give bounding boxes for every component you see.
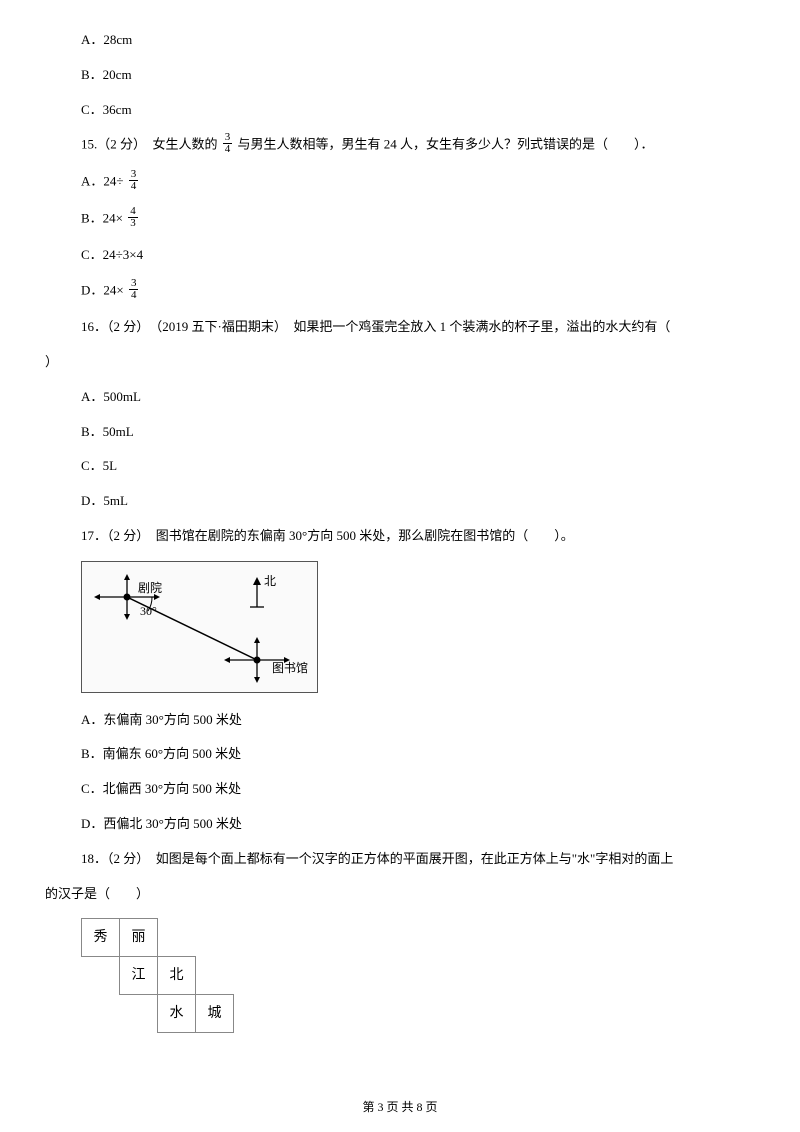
library-label: 图书馆 xyxy=(272,660,308,675)
cube-cell-3: 江 xyxy=(120,957,158,995)
connection-line xyxy=(127,597,257,660)
q17-option-a: A．东偏南 30°方向 500 米处 xyxy=(45,710,755,731)
cube-cell-6: 城 xyxy=(196,995,234,1033)
cube-cell-2: 丽 xyxy=(120,919,158,957)
q14-option-b: B．20cm xyxy=(45,65,755,86)
page-footer: 第 3 页 共 8 页 xyxy=(0,1098,800,1117)
q16-option-b: B．50mL xyxy=(45,422,755,443)
q16-option-a: A．500mL xyxy=(45,387,755,408)
q15-d-den: 4 xyxy=(129,290,139,301)
q17-option-c: C．北偏西 30°方向 500 米处 xyxy=(45,779,755,800)
north-label: 北 xyxy=(264,574,276,588)
q15-a-pre: A．24÷ xyxy=(81,174,124,189)
q15-d-pre: D．24× xyxy=(81,283,124,298)
q18-stem-l1: 18．（2 分） 如图是每个面上都标有一个汉字的正方体的平面展开图，在此正方体上… xyxy=(45,849,755,870)
q17-option-d: D．西偏北 30°方向 500 米处 xyxy=(45,814,755,835)
q15-option-c: C．24÷3×4 xyxy=(45,245,755,266)
q15-option-b: B．24× 4 3 xyxy=(45,208,755,231)
q15-frac1-den: 4 xyxy=(223,144,233,155)
cube-cell-4: 北 xyxy=(158,957,196,995)
cube-cell-5: 水 xyxy=(158,995,196,1033)
q15-b-pre: B．24× xyxy=(81,211,123,226)
q17-option-b: B．南偏东 60°方向 500 米处 xyxy=(45,744,755,765)
q16-stem: 16．（2 分） （2019 五下·福田期末） 如果把一个鸡蛋完全放入 1 个装… xyxy=(45,317,755,338)
q18-stem-l2: 的汉子是（ ） xyxy=(45,884,755,905)
q15-option-a: A．24÷ 3 4 xyxy=(45,171,755,194)
library-marker xyxy=(224,637,290,683)
q18-cube-net: 秀 丽 江 北 水 城 xyxy=(81,918,755,1033)
q17-svg: 剧院 30° 图书馆 北 xyxy=(82,562,317,692)
q14-option-c: C．36cm xyxy=(45,100,755,121)
q17-diagram: 剧院 30° 图书馆 北 xyxy=(81,561,318,693)
q15-b-frac: 4 3 xyxy=(128,206,138,229)
theater-label: 剧院 xyxy=(138,581,162,595)
q17-stem: 17．（2 分） 图书馆在剧院的东偏南 30°方向 500 米处，那么剧院在图书… xyxy=(45,526,755,547)
q16-option-c: C．5L xyxy=(45,456,755,477)
q14-option-a: A．28cm xyxy=(45,30,755,51)
q15-stem: 15.（2 分） 女生人数的 3 4 与男生人数相等，男生有 24 人，女生有多… xyxy=(45,134,755,157)
q15-stem-pre: 15.（2 分） 女生人数的 xyxy=(81,137,218,152)
q15-d-frac: 3 4 xyxy=(129,278,139,301)
q15-frac1: 3 4 xyxy=(223,132,233,155)
q15-stem-post: 与男生人数相等，男生有 24 人，女生有多少人？列式错误的是（ ）． xyxy=(238,137,654,152)
q16-option-d: D．5mL xyxy=(45,491,755,512)
q15-a-den: 4 xyxy=(129,181,139,192)
q15-a-frac: 3 4 xyxy=(129,169,139,192)
q16-stem-close: ） xyxy=(45,352,755,373)
cube-cell-1: 秀 xyxy=(82,919,120,957)
q15-b-den: 3 xyxy=(128,218,138,229)
north-compass xyxy=(250,577,264,607)
q15-option-d: D．24× 3 4 xyxy=(45,280,755,303)
